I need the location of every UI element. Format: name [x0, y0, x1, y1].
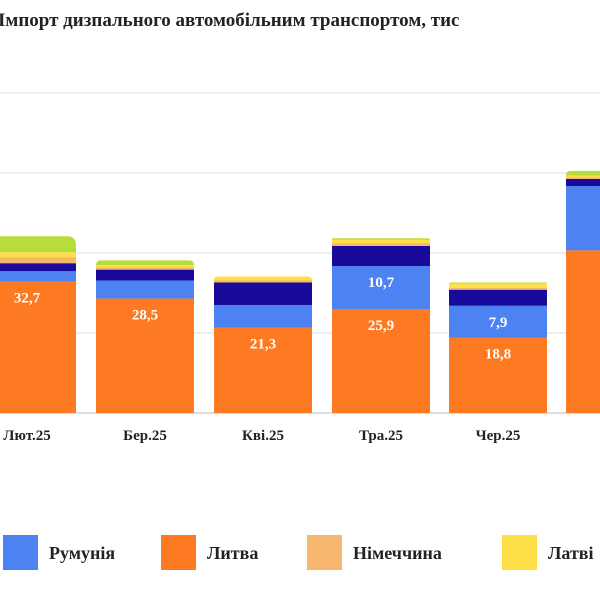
bar-segment: [0, 257, 76, 264]
bar-segment: [566, 170, 600, 176]
bar-segment: [566, 250, 600, 413]
bar-segment: [566, 177, 600, 179]
x-tick-label: Бер.25: [123, 428, 167, 444]
legend-swatch: [502, 535, 537, 570]
bar-segment: [332, 266, 430, 309]
legend-swatch: [307, 535, 342, 570]
x-tick-label: Лют.25: [3, 428, 50, 444]
bar-segment: [214, 327, 312, 413]
data-label: 32,7: [14, 291, 41, 307]
data-label: 18,8: [485, 346, 511, 362]
bar-segment: [449, 289, 547, 306]
bar-segment: [96, 267, 194, 270]
bar-segment: [96, 269, 194, 281]
legend-label: Німеччина: [353, 543, 442, 563]
bar-segment: [449, 283, 547, 288]
data-label: 10,7: [368, 275, 395, 291]
legend-swatch: [3, 535, 38, 570]
bar-segment: [332, 238, 430, 240]
data-label: 7,9: [489, 315, 508, 331]
bar-segment: [0, 252, 76, 258]
bar-segment: [214, 304, 312, 328]
legend-label: Литва: [207, 543, 258, 563]
bar-segment: [332, 308, 430, 413]
x-tick-label: Кві.25: [242, 428, 284, 444]
bar-segment: [96, 265, 194, 268]
legend-label: Румунія: [49, 543, 115, 563]
data-label: 28,5: [132, 308, 158, 324]
bar-segment: [214, 282, 312, 305]
bar-segment: [214, 280, 312, 283]
bar-segment: [566, 186, 600, 251]
bars: 32,728,521,325,910,718,87,941: [0, 170, 600, 413]
bar-segment: [449, 305, 547, 338]
bar-segment: [566, 178, 600, 187]
bar-segment: [332, 245, 430, 267]
legend: Румунія Литва Німеччина Латві: [3, 535, 594, 570]
bar-segment: [214, 276, 312, 281]
x-tick-label: Тра.25: [359, 428, 403, 444]
legend-label: Латві: [548, 543, 594, 563]
bar-segment: [449, 287, 547, 290]
bar-segment: [0, 236, 76, 253]
bar-segment: [449, 282, 547, 284]
bar-segment: [332, 243, 430, 246]
bar-segment: [332, 239, 430, 244]
x-tick-label: Чер.25: [476, 428, 521, 444]
bar-segment: [96, 280, 194, 299]
bar-segment: [0, 263, 76, 272]
bar-segment: [96, 298, 194, 413]
bar-segment: [566, 175, 600, 178]
bar-segment: [96, 260, 194, 266]
chart-title: Імпорт дизпального автомобільним транспо…: [0, 10, 459, 31]
bar-segment: [449, 337, 547, 413]
data-label: 21,3: [250, 336, 276, 352]
bar-segment: [0, 271, 76, 282]
legend-swatch: [161, 535, 196, 570]
bar-segment: [0, 281, 76, 413]
data-label: 25,9: [368, 318, 394, 334]
